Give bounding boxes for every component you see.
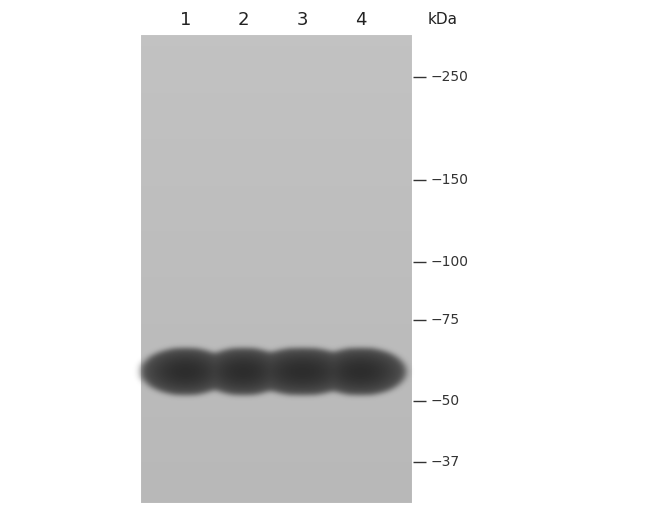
Text: −75: −75 (430, 313, 460, 327)
Text: −150: −150 (430, 173, 468, 187)
Text: 3: 3 (296, 11, 308, 29)
Text: 2: 2 (238, 11, 250, 29)
Text: 4: 4 (355, 11, 367, 29)
Text: −37: −37 (430, 455, 460, 469)
Text: kDa: kDa (428, 12, 458, 27)
Text: 1: 1 (179, 11, 191, 29)
Text: −250: −250 (430, 70, 468, 84)
Text: −100: −100 (430, 255, 468, 269)
Text: −50: −50 (430, 395, 460, 409)
Bar (140, 34, 413, 504)
